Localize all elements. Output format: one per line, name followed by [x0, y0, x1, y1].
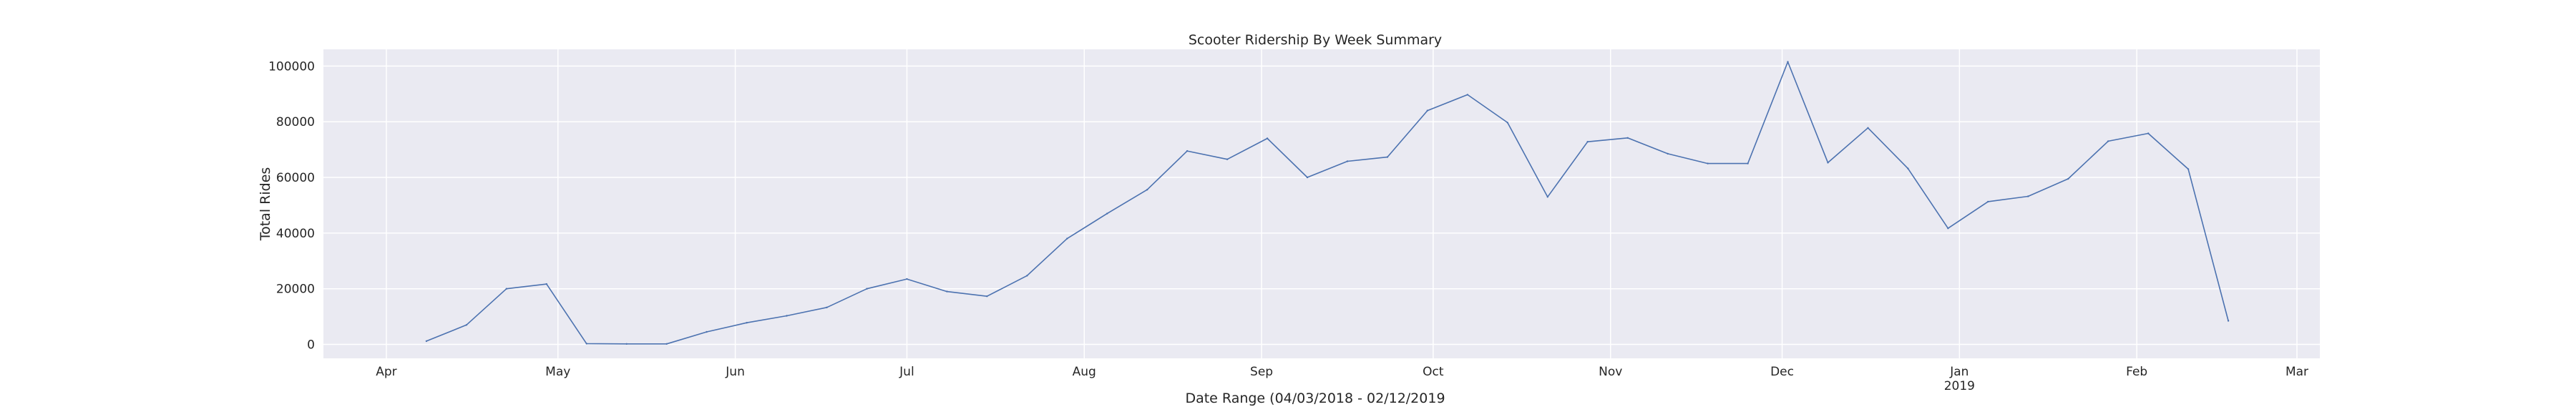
data-point — [1066, 237, 1068, 240]
data-point — [1026, 275, 1028, 277]
data-point — [2027, 195, 2029, 197]
x-tick-label: Dec — [1770, 365, 1794, 379]
data-point — [2187, 168, 2190, 170]
y-tick-label: 80000 — [276, 115, 315, 129]
data-point — [545, 283, 547, 285]
x-tick-label: Aug — [1073, 365, 1096, 379]
data-point — [1386, 156, 1389, 158]
data-point — [746, 322, 748, 324]
series-layer — [425, 61, 2230, 345]
x-tick-label: Mar — [2285, 365, 2308, 379]
data-point — [1626, 137, 1629, 139]
data-point — [1506, 122, 1508, 124]
x-tick-label: May — [545, 365, 570, 379]
data-point — [826, 306, 828, 308]
data-point — [1146, 189, 1148, 191]
data-point — [1426, 109, 1429, 112]
data-point — [1867, 127, 1869, 129]
data-point — [1186, 149, 1189, 152]
data-point — [625, 343, 628, 345]
data-point — [946, 290, 948, 293]
data-point — [906, 278, 908, 280]
data-point — [2067, 177, 2069, 180]
data-point — [1707, 162, 1709, 165]
data-point — [1266, 137, 1269, 139]
data-point — [1947, 227, 1949, 230]
data-point — [2227, 320, 2230, 322]
series-line — [426, 61, 2229, 345]
y-tick-label: 60000 — [276, 171, 315, 185]
x-tick-label: Sep — [1250, 365, 1273, 379]
plot-area — [323, 49, 2320, 358]
data-point — [1827, 162, 1829, 164]
data-point — [1226, 158, 1229, 160]
data-point — [1586, 141, 1589, 143]
x-tick-year-label: 2019 — [1944, 379, 1975, 393]
y-tick-label: 0 — [307, 338, 315, 353]
data-point — [585, 343, 587, 345]
x-tick-label: Apr — [376, 365, 396, 379]
data-point — [465, 324, 468, 326]
data-point — [1346, 160, 1349, 162]
data-point — [1907, 167, 1909, 170]
data-point — [786, 315, 788, 317]
y-axis-label: Total Rides — [258, 167, 273, 242]
grid-lines — [323, 49, 2320, 358]
y-tick-label: 100000 — [268, 59, 315, 74]
x-tick-label: Jul — [899, 365, 914, 379]
x-tick-label: Jun — [725, 365, 745, 379]
data-point — [1787, 61, 1789, 63]
data-point — [706, 330, 708, 333]
data-point — [1106, 212, 1108, 215]
data-point — [1747, 162, 1749, 165]
data-point — [2147, 132, 2150, 134]
data-point — [1667, 152, 1669, 155]
data-point — [1987, 200, 1989, 203]
x-axis-label: Date Range (04/03/2018 - 02/12/2019 — [1185, 391, 1445, 406]
data-point — [986, 295, 988, 298]
data-point — [2107, 140, 2109, 142]
y-axis-ticks: 0 20000 40000 60000 80000 100000 — [268, 59, 315, 352]
x-tick-label: Nov — [1599, 365, 1622, 379]
data-point — [425, 340, 428, 343]
x-tick-label: Oct — [1423, 365, 1444, 379]
x-tick-label: Jan — [1949, 365, 1968, 379]
y-tick-label: 40000 — [276, 227, 315, 241]
data-point — [1546, 196, 1548, 198]
y-tick-label: 20000 — [276, 283, 315, 297]
chart-title: Scooter Ridership By Week Summary — [1189, 32, 1442, 48]
x-tick-label: Feb — [2126, 365, 2147, 379]
data-point — [1306, 176, 1309, 179]
data-point — [1466, 94, 1469, 96]
data-point — [665, 343, 668, 345]
data-point — [866, 288, 868, 290]
data-point — [505, 288, 507, 290]
